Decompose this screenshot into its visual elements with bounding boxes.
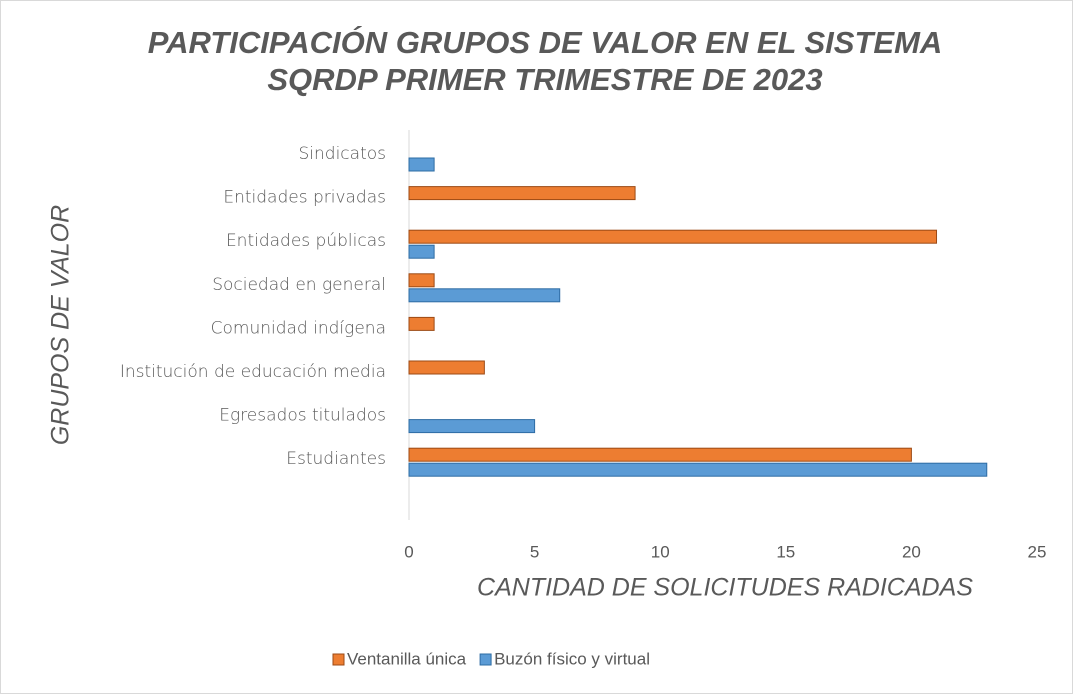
x-axis-title: CANTIDAD DE SOLICITUDES RADICADAS [477,574,973,602]
y-tick-label: Entidades públicas [226,231,386,251]
x-tick-label: 0 [404,542,413,561]
y-tick-label: Institución de educación media [120,362,386,382]
chart-title: SQRDP PRIMER TRIMESTRE DE 2023 [267,62,822,97]
legend-swatch [332,653,345,666]
y-tick-label: Entidades privadas [223,188,386,208]
legend-label: Ventanilla única [347,649,467,668]
x-tick-label: 5 [530,542,539,561]
y-tick-label: Comunidad indígena [211,318,386,338]
legend-swatch [479,653,492,666]
bar [408,360,485,375]
bar [408,447,912,462]
y-axis-title: GRUPOS DE VALOR [47,205,75,445]
y-tick-label: Egresados titulados [219,406,386,426]
chart-title: PARTICIPACIÓN GRUPOS DE VALOR EN EL SIST… [148,25,943,60]
bar [408,288,561,303]
bar [408,316,435,331]
x-tick-label: 10 [651,542,670,561]
y-tick-label: Sociedad en general [212,275,386,295]
y-tick-label: Sindicatos [299,144,387,164]
bar [408,157,435,172]
bar [408,186,636,201]
x-tick-label: 20 [902,542,921,561]
bar [408,419,536,434]
x-tick-label: 25 [1028,542,1047,561]
bar [408,229,938,244]
legend-label: Buzón físico y virtual [494,649,650,668]
x-tick-label: 15 [776,542,795,561]
bar [408,244,435,259]
bar [408,462,988,477]
bar [408,273,435,288]
y-tick-label: Estudiantes [286,449,386,469]
